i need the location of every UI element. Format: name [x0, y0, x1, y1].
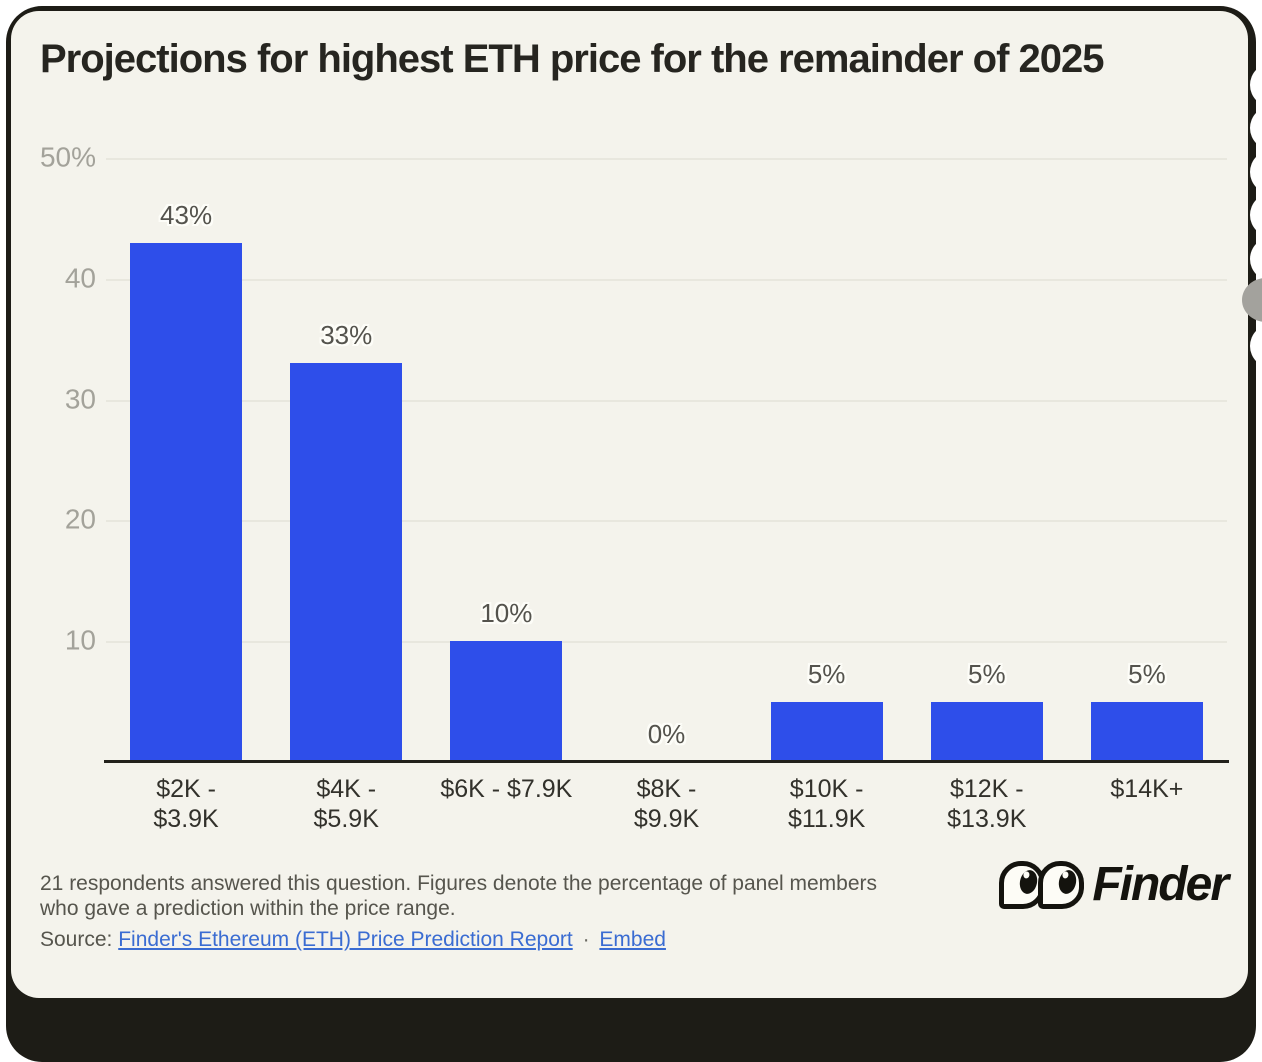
- chart-card: Projections for highest ETH price for th…: [11, 11, 1248, 998]
- x-tick-label: $14K+: [1110, 775, 1184, 803]
- finder-logo: Finder: [999, 857, 1229, 912]
- finder-logo-text: Finder: [1092, 858, 1229, 911]
- bar-value-label: 43%: [160, 199, 213, 230]
- bar-slot: 43% $2K - $3.9K: [106, 158, 266, 833]
- bar: [770, 701, 883, 762]
- source-line: Source: Finder's Ethereum (ETH) Price Pr…: [40, 928, 666, 952]
- gridline: [106, 158, 1227, 160]
- x-tick-label: $2K - $3.9K: [153, 775, 219, 833]
- gridline: [106, 520, 1227, 523]
- bar-slot: 5% $14K+: [1067, 158, 1227, 803]
- bar: [290, 363, 403, 762]
- edge-scallop: [1250, 106, 1262, 150]
- bar-value-label: 0%: [647, 719, 686, 749]
- y-tick-label: 10: [64, 624, 96, 656]
- bar-slot: 0% $8K - $9.9K: [586, 158, 746, 833]
- bar-value-label: 5%: [1128, 658, 1166, 689]
- x-tick-label: $6K - $7.9K: [440, 775, 573, 803]
- source-prefix: Source:: [40, 928, 113, 951]
- y-tick-label: 30: [64, 382, 96, 414]
- chart-title: Projections for highest ETH price for th…: [40, 37, 1104, 81]
- x-tick-label: $4K - $5.9K: [313, 775, 379, 833]
- bar: [130, 242, 243, 762]
- x-tick-label: $10K - $11.9K: [787, 775, 866, 833]
- edge-scallop: [1250, 150, 1262, 194]
- finder-logo-left-eye-icon: [999, 860, 1046, 909]
- y-tick-label: 40: [64, 262, 96, 294]
- bar-value-label: 5%: [967, 658, 1006, 689]
- x-tick-label: $8K - $9.9K: [633, 775, 700, 833]
- bar-value-label: 10%: [480, 598, 533, 629]
- edge-scallop: [1250, 324, 1262, 368]
- x-axis-line: [104, 760, 1229, 763]
- gridline: [106, 278, 1227, 281]
- bar-value-label: 5%: [807, 658, 846, 689]
- bar: [1090, 701, 1203, 762]
- bar: [930, 701, 1043, 762]
- chart-footnote: 21 respondents answered this question. F…: [40, 872, 878, 920]
- bar-slot: 33% $4K - $5.9K: [266, 158, 426, 833]
- edge-scallop: [1250, 63, 1262, 107]
- bar-value-label: 33%: [320, 320, 373, 351]
- edge-scallop: [1250, 237, 1262, 281]
- embed-link[interactable]: Embed: [599, 928, 666, 951]
- x-tick-label: $12K - $13.9K: [947, 775, 1027, 833]
- bar-slot: 5% $12K - $13.9K: [907, 158, 1067, 833]
- y-tick-label: 50%: [39, 141, 96, 173]
- gridline: [106, 399, 1227, 402]
- source-report-link[interactable]: Finder's Ethereum (ETH) Price Prediction…: [118, 928, 573, 951]
- edge-scallop: [1250, 193, 1262, 237]
- y-tick-label: 20: [64, 503, 96, 535]
- bar-chart-plot-area: 50% 40 30 20 10 43% $2K - $3.9K 33% $4K - $5.9K 1…: [40, 141, 1229, 833]
- finder-logo-right-eye-icon: [1038, 860, 1085, 909]
- scrollbar-thumb[interactable]: [1242, 278, 1262, 322]
- bar-slot: 10% $6K - $7.9K: [426, 158, 586, 803]
- gridline: [106, 641, 1227, 644]
- bar: [450, 641, 563, 762]
- bar-slot: 5% $10K - $11.9K: [747, 158, 907, 833]
- separator-dot: ·: [582, 928, 590, 951]
